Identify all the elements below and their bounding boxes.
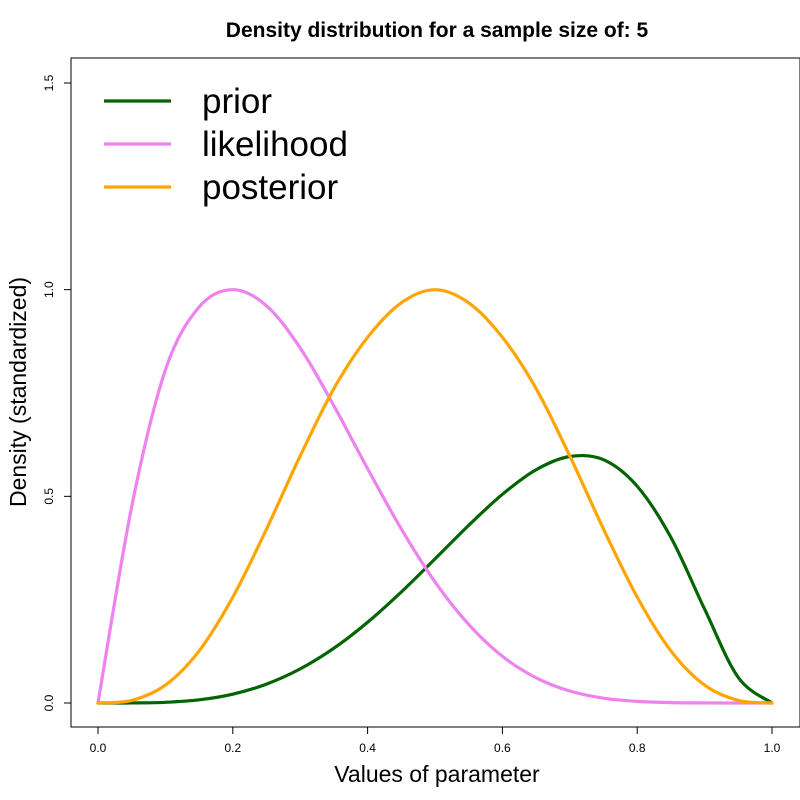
chart-title: Density distribution for a sample size o… [226, 19, 649, 42]
series-line-posterior [96, 288, 774, 705]
x-tick-label: 0.6 [494, 741, 511, 755]
legend-label-prior: prior [202, 82, 272, 121]
y-tick-label: 1.5 [42, 74, 56, 91]
x-tick-label: 0.0 [90, 741, 107, 755]
y-tick-label: 0.5 [42, 488, 56, 505]
x-axis-label: Values of parameter [334, 761, 540, 787]
x-tick-label: 0.2 [224, 741, 241, 755]
x-tick-label: 0.4 [359, 741, 376, 755]
y-axis: 0.0 0.5 1.0 1.5 [42, 74, 72, 711]
plot-frame [70, 57, 800, 728]
legend-label-likelihood: likelihood [202, 125, 348, 164]
legend: prior likelihood posterior [104, 82, 348, 207]
series-line-likelihood [96, 288, 774, 705]
y-tick-label: 1.0 [42, 281, 56, 298]
x-tick-label: 1.0 [764, 741, 781, 755]
y-tick-label: 0.0 [42, 694, 56, 711]
series-line-prior [96, 453, 774, 705]
series-lines [96, 288, 774, 705]
x-tick-label: 0.8 [629, 741, 646, 755]
y-axis-label: Density (standardized) [5, 277, 31, 507]
x-axis: 0.0 0.2 0.4 0.6 0.8 1.0 [90, 726, 781, 755]
legend-label-posterior: posterior [202, 168, 339, 207]
